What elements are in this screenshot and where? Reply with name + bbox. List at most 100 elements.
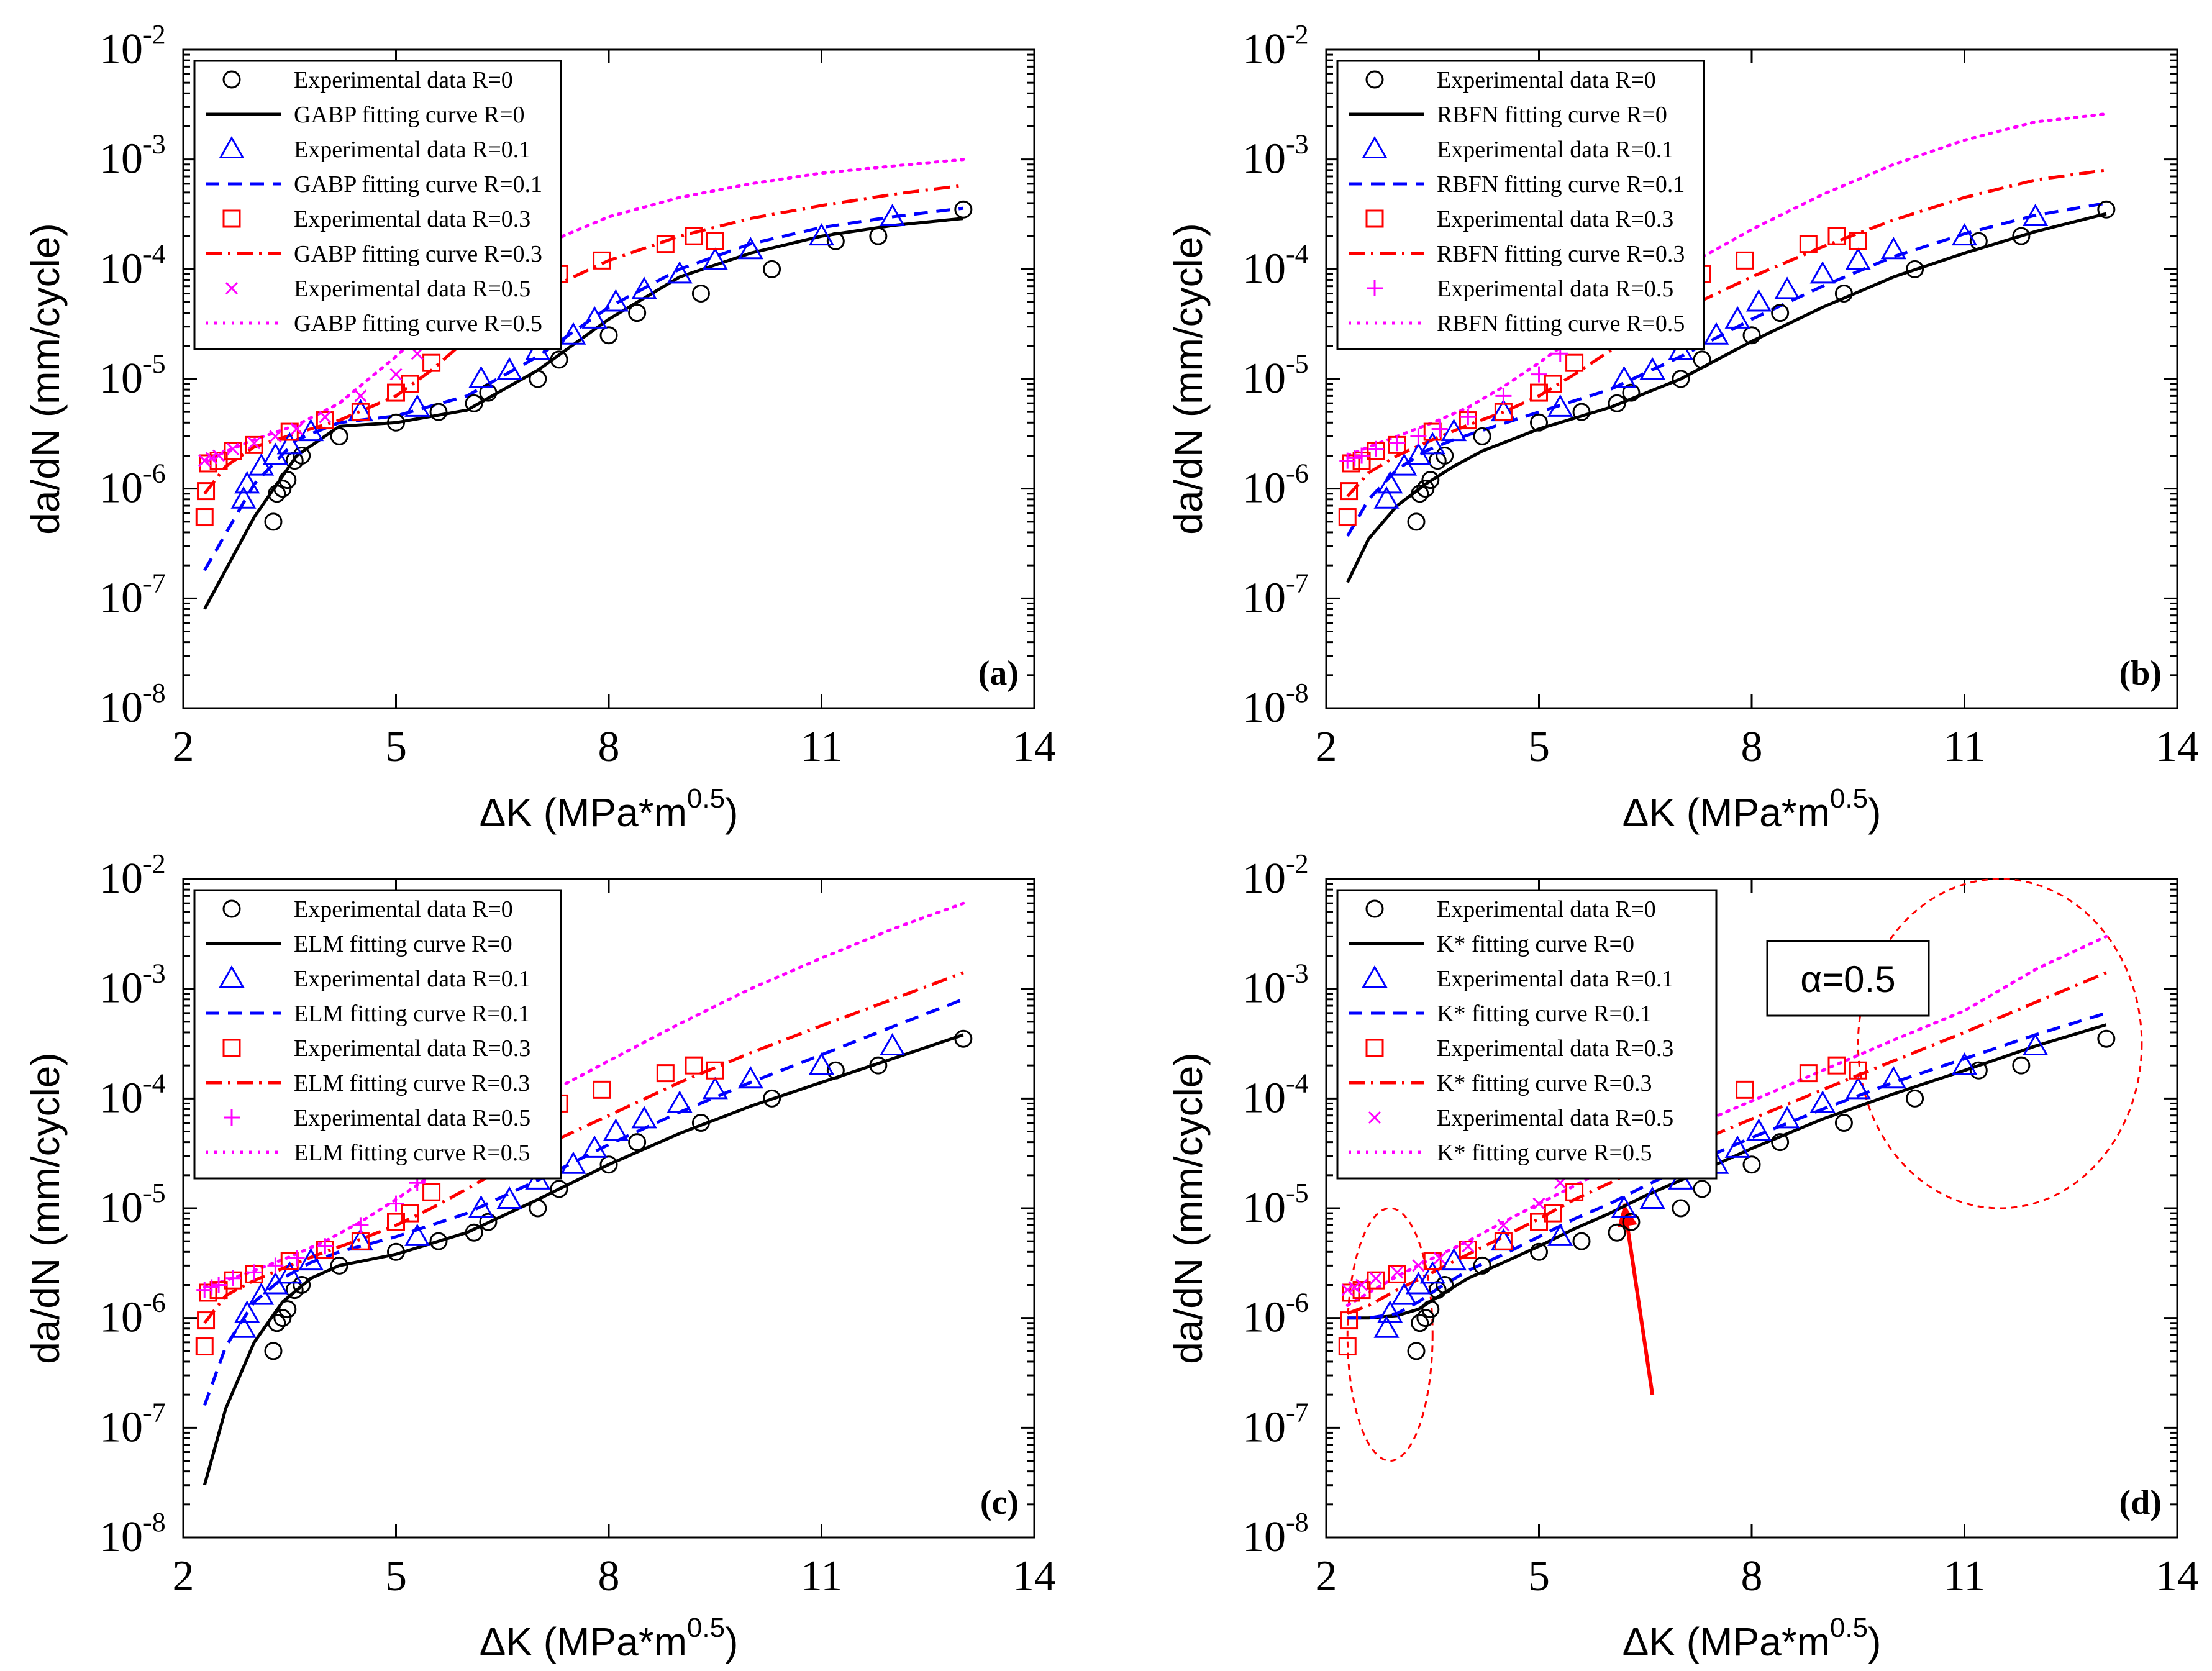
data-point-r0 (278, 1300, 297, 1319)
fit-curve-r01 (203, 998, 964, 1406)
legend-label: Experimental data R=0.5 (294, 1105, 530, 1131)
data-point-r0 (479, 1213, 498, 1231)
legend: Experimental data R=0 GABP fitting curve … (193, 60, 562, 350)
data-point-r05 (1462, 1240, 1475, 1253)
x-tick-label: 11 (1944, 723, 1985, 771)
data-point-r03 (224, 442, 242, 460)
data-point-r01 (1951, 223, 1978, 246)
y-axis-title: da/dN (mm/cycle) (1166, 223, 1211, 534)
data-point-r01 (1809, 261, 1836, 284)
data-point-r01 (1441, 419, 1467, 442)
x-tick-label: 2 (173, 1552, 194, 1600)
data-point-r0 (529, 1199, 547, 1218)
y-tick-exponent: -4 (1286, 1068, 1309, 1098)
data-point-r01 (496, 1186, 522, 1209)
legend-marker (224, 1109, 240, 1126)
legend-label: GABP fitting curve R=0.5 (294, 311, 542, 337)
y-tick-exponent: -7 (1286, 1397, 1309, 1427)
data-point-r05 (1355, 1278, 1368, 1291)
data-point-r03 (1736, 251, 1754, 270)
fit-curve-r03 (1346, 168, 2107, 498)
legend-label: Experimental data R=0.3 (294, 206, 530, 232)
annotation-arrow-shaft (1622, 1203, 1655, 1395)
data-point-r01 (667, 1090, 693, 1113)
data-point-r03 (1340, 1311, 1359, 1330)
data-point-r01 (880, 204, 906, 227)
data-point-r05 (319, 411, 332, 424)
legend-label: ELM fitting curve R=0.1 (294, 1001, 530, 1027)
data-point-r03 (1565, 1183, 1584, 1201)
legend-label: K* fitting curve R=0.5 (1437, 1140, 1652, 1166)
data-point-r03 (1388, 1265, 1406, 1283)
data-point-r0 (273, 480, 292, 498)
x-tick-label: 14 (2155, 723, 2199, 771)
data-point-r01 (1547, 394, 1573, 417)
x-tick-label: 8 (1741, 723, 1763, 771)
y-tick-exponent: -7 (143, 568, 166, 598)
data-point-r03 (1565, 353, 1584, 372)
data-point-r0 (826, 232, 845, 250)
data-point-r01 (808, 1052, 835, 1075)
data-point-r01 (2023, 1033, 2049, 1056)
y-tick-label: 10-3 (1242, 958, 1309, 1013)
data-point-r01 (1611, 365, 1637, 388)
y-tick-exponent: -5 (1286, 1178, 1309, 1208)
data-point-r03 (1342, 454, 1360, 473)
legend-label: GABP fitting curve R=0.3 (294, 241, 542, 267)
data-point-r01 (1441, 1248, 1467, 1271)
data-point-r05 (267, 1257, 284, 1274)
chart-panel-1: 2 5 8 11 14 10-8 10-7 10-6 10-5 10-4 10-3 10-2 ΔK (M… (23, 19, 1056, 835)
data-point-r01 (1724, 1135, 1750, 1158)
legend-label: K* fitting curve R=0.1 (1437, 1001, 1652, 1027)
y-tick-label: 10-7 (99, 568, 166, 622)
data-point-r05 (246, 1264, 263, 1281)
legend-marker (219, 965, 245, 988)
data-point-r0 (1608, 1223, 1626, 1242)
data-point-r0 (1411, 1314, 1429, 1332)
data-point-r0 (1742, 1155, 1761, 1174)
data-point-r03 (593, 251, 611, 270)
x-axis-title: ΔK (MPa*m0.5) (1623, 783, 1882, 835)
data-point-r01 (1639, 1186, 1665, 1209)
y-tick-exponent: -3 (1286, 129, 1309, 160)
legend-marker (222, 899, 241, 918)
data-point-r03 (1544, 1204, 1562, 1223)
data-point-r0 (628, 1133, 647, 1152)
data-point-r01 (1745, 289, 1772, 312)
legend-label: RBFN fitting curve R=0 (1437, 102, 1667, 128)
y-tick-label: 10-8 (99, 678, 166, 732)
data-point-r01 (1774, 1106, 1800, 1129)
data-point-r01 (1419, 432, 1445, 455)
data-point-r0 (1693, 1180, 1711, 1198)
y-tick-label: 10-5 (99, 1178, 166, 1232)
x-tick-label: 5 (385, 723, 407, 771)
data-point-r0 (264, 512, 283, 531)
data-point-r01 (496, 357, 522, 380)
data-point-r01 (1611, 1195, 1637, 1218)
y-tick-label: 10-2 (1242, 19, 1309, 73)
legend-label: Experimental data R=0.3 (294, 1036, 530, 1062)
data-point-r01 (1809, 1090, 1836, 1113)
data-point-r01 (1845, 1077, 1871, 1100)
y-tick-exponent: -4 (1286, 239, 1309, 269)
legend-label: Experimental data R=0.1 (294, 137, 530, 163)
legend-label: RBFN fitting curve R=0.5 (1437, 311, 1685, 337)
legend-box (1336, 889, 1718, 1180)
legend-label: Experimental data R=0.1 (1437, 966, 1673, 992)
data-point-r01 (737, 1066, 763, 1089)
data-point-r05 (352, 1217, 369, 1234)
data-point-r05 (1369, 1272, 1382, 1285)
legend-marker (1365, 70, 1384, 89)
data-point-r0 (1622, 383, 1641, 402)
data-point-r0 (1421, 471, 1440, 489)
data-point-r03 (1423, 422, 1442, 441)
panel-label: (a) (978, 654, 1019, 693)
data-point-r03 (1367, 1271, 1385, 1290)
data-point-r01 (1745, 1118, 1772, 1141)
data-point-r03 (280, 422, 299, 441)
data-point-r01 (880, 1033, 906, 1056)
data-point-r03 (401, 375, 419, 393)
y-tick-label: 10-7 (99, 1397, 166, 1451)
y-tick-label: 10-6 (99, 1288, 166, 1342)
